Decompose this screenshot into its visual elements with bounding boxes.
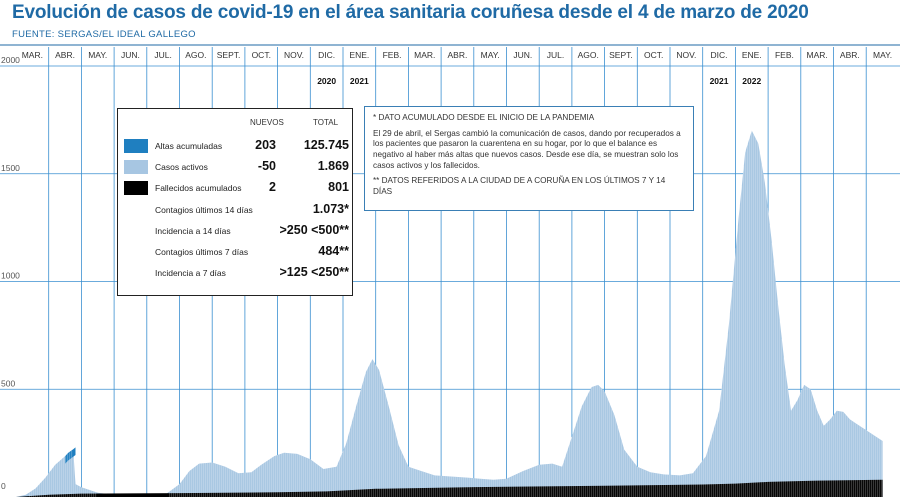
- month-label: JUN.: [121, 50, 140, 60]
- year-label: 2021: [710, 76, 729, 86]
- legend-total: 1.073*: [312, 202, 349, 216]
- month-label: ENE.: [349, 50, 369, 60]
- legend-row: Casos activos -50 1.869: [118, 157, 354, 177]
- legend-swatch: [124, 160, 148, 174]
- legend-header-nuevos: NUEVOS: [250, 118, 284, 127]
- month-label: ENE.: [742, 50, 762, 60]
- active-cases-bars: [29, 130, 882, 497]
- month-label: FEB.: [383, 50, 402, 60]
- month-label: DIC.: [711, 50, 728, 60]
- month-label: MAY.: [873, 50, 892, 60]
- legend-label: Fallecidos acumulados: [155, 183, 242, 193]
- month-label: SEPT.: [609, 50, 633, 60]
- year-label: 2022: [742, 76, 761, 86]
- legend-nuevos: -50: [257, 159, 276, 173]
- month-label: ABR.: [448, 50, 468, 60]
- legend-total: >250 <500**: [279, 223, 349, 237]
- legend-total: 125.745: [303, 138, 349, 152]
- month-label: MAR.: [807, 50, 828, 60]
- y-tick-label: 0: [1, 481, 6, 491]
- chart-source: FUENTE: SERGAS/EL IDEAL GALLEGO: [12, 29, 196, 40]
- note-2: El 29 de abril, el Sergas cambió la comu…: [373, 128, 681, 170]
- legend-row: Incidencia a 7 días >125 <250**: [118, 263, 354, 283]
- legend-nuevos: 203: [255, 138, 276, 152]
- legend-swatch: [124, 139, 148, 153]
- y-tick-label: 1000: [1, 271, 20, 281]
- month-label: NOV.: [676, 50, 696, 60]
- legend-row: Incidencia a 14 días >250 <500**: [118, 221, 354, 241]
- legend-label: Contagios últimos 7 días: [155, 247, 249, 257]
- year-label: 2020: [317, 76, 336, 86]
- legend-total: 1.869: [317, 159, 349, 173]
- month-label: NOV.: [284, 50, 304, 60]
- note-1: * DATO ACUMULADO DESDE EL INICIO DE LA P…: [373, 113, 595, 122]
- month-label: AGO.: [578, 50, 599, 60]
- note-3: ** DATOS REFERIDOS A LA CIUDAD DE A CORU…: [373, 176, 666, 196]
- month-label: AGO.: [185, 50, 206, 60]
- month-label: OCT.: [644, 50, 663, 60]
- legend-label: Altas acumuladas: [155, 141, 223, 151]
- year-label: 2021: [350, 76, 369, 86]
- month-label: JUL.: [154, 50, 171, 60]
- month-label: OCT.: [252, 50, 271, 60]
- legend-box: NUEVOS TOTAL Altas acumuladas 203 125.745 C…: [117, 108, 353, 296]
- legend-total: 484**: [318, 244, 349, 258]
- legend-row: Fallecidos acumulados 2 801: [118, 178, 354, 198]
- y-tick-label: 2000: [1, 55, 20, 65]
- legend-row: Contagios últimos 14 días 1.073*: [118, 200, 354, 220]
- legend-total: 801: [328, 180, 349, 194]
- note-box: * DATO ACUMULADO DESDE EL INICIO DE LA P…: [364, 106, 694, 211]
- legend-nuevos: 2: [269, 180, 276, 194]
- month-label: MAY.: [481, 50, 500, 60]
- month-label: JUL.: [547, 50, 564, 60]
- month-label: JUN.: [513, 50, 532, 60]
- chart-title: Evolución de casos de covid-19 en el áre…: [12, 2, 809, 23]
- legend-label: Incidencia a 14 días: [155, 226, 231, 236]
- month-label: MAR.: [22, 50, 43, 60]
- legend-label: Casos activos: [155, 162, 208, 172]
- month-label: MAY.: [88, 50, 107, 60]
- legend-label: Incidencia a 7 días: [155, 268, 226, 278]
- month-label: SEPT.: [217, 50, 241, 60]
- legend-swatch: [124, 181, 148, 195]
- legend-row: Contagios últimos 7 días 484**: [118, 242, 354, 262]
- legend-label: Contagios últimos 14 días: [155, 205, 253, 215]
- legend-header-total: TOTAL: [313, 118, 339, 127]
- y-tick-label: 1500: [1, 163, 20, 173]
- legend-total: >125 <250**: [279, 265, 349, 279]
- month-label: ABR.: [840, 50, 860, 60]
- chart-areas: [16, 130, 883, 497]
- y-tick-label: 500: [1, 378, 15, 388]
- legend-row: Altas acumuladas 203 125.745: [118, 136, 354, 156]
- month-label: FEB.: [775, 50, 794, 60]
- month-label: DIC.: [318, 50, 335, 60]
- month-label: MAR.: [414, 50, 435, 60]
- month-label: ABR.: [55, 50, 75, 60]
